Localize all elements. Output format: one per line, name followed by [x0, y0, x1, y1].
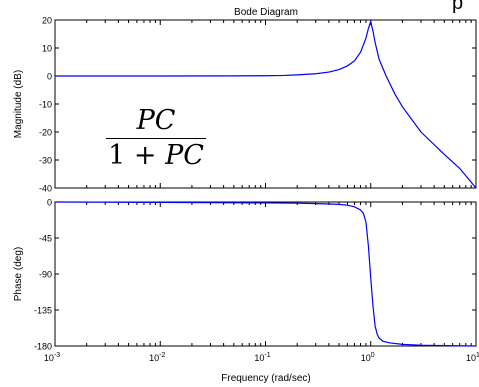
magnitude-y-tick-label: -20: [39, 128, 52, 138]
phase-y-tick-label: -45: [39, 234, 52, 244]
magnitude-panel: 20 10 0 -10 -20 -30 -40 Magnitude (dB): [13, 16, 477, 194]
phase-series-line: [54, 201, 477, 347]
magnitude-axes-box: [54, 19, 477, 189]
x-tick-label: 10-1: [254, 352, 270, 363]
tf-fraction-bar: [106, 138, 206, 139]
tf-denominator: 1 + PC: [104, 141, 208, 171]
transfer-function-annotation: PC 1 + PC: [104, 106, 208, 171]
magnitude-y-axis-label: Magnitude (dB): [13, 70, 24, 138]
magnitude-y-tick-label: 10: [42, 44, 52, 54]
magnitude-y-tick-label: -30: [39, 156, 52, 166]
magnitude-tick-group: 20 10 0 -10 -20 -30 -40: [39, 16, 477, 194]
phase-y-tick-label: -90: [39, 270, 52, 280]
tf-denominator-constant: 1 +: [108, 140, 166, 171]
magnitude-y-tick-label: 0: [47, 72, 52, 82]
x-tick-label: 100: [361, 352, 375, 363]
chart-title: Bode Diagram: [234, 7, 298, 18]
tf-numerator: PC: [136, 105, 176, 136]
x-axis-label: Frequency (rad/sec): [221, 373, 310, 384]
magnitude-y-tick-label: 20: [42, 16, 52, 26]
phase-y-tick-label: -180: [34, 342, 52, 352]
phase-y-tick-label: 0: [47, 198, 52, 208]
phase-y-tick-label: -135: [34, 306, 52, 316]
magnitude-series-line: [55, 19, 477, 189]
phase-axes-box: [54, 201, 477, 347]
x-tick-label: 10-3: [44, 352, 60, 363]
x-tick-label: 10-2: [149, 352, 165, 363]
corner-text: p: [452, 0, 464, 14]
magnitude-y-tick-label: -40: [39, 184, 52, 194]
x-tick-label: 101: [466, 352, 479, 363]
magnitude-y-tick-label: -10: [39, 100, 52, 110]
phase-y-axis-label: Phase (deg): [13, 247, 24, 301]
tf-denominator-variable: PC: [165, 140, 204, 171]
